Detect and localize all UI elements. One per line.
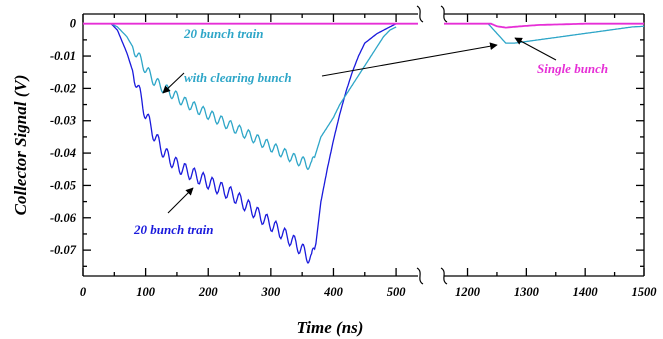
series-line — [444, 23, 645, 44]
x-tick-label: 100 — [136, 285, 156, 299]
x-tick-label: 0 — [80, 285, 87, 299]
x-tick-label: 300 — [260, 285, 281, 299]
axis-break-bottom-right — [440, 267, 448, 285]
annotation-clearing-bunch-line2: with clearing bunch — [184, 70, 292, 85]
x-axis-title: Time (ns) — [297, 318, 364, 337]
arrow-clearing-to-right-segment — [321, 42, 498, 77]
x-tick-label: 1300 — [514, 285, 540, 299]
series-line — [83, 23, 397, 264]
y-tick-label: -0.06 — [50, 211, 77, 225]
y-tick-label: 0 — [70, 17, 77, 31]
annotation-clearing-bunch-line1: 20 bunch train — [183, 26, 263, 41]
plot-frame — [82, 5, 645, 285]
x-tick-label: 500 — [387, 285, 407, 299]
axis-break-top-left — [416, 5, 424, 23]
annotation-arrows — [162, 37, 557, 214]
axis-break-bottom-left — [416, 267, 424, 285]
x-tick-label: 200 — [198, 285, 219, 299]
annotation-single-bunch: Single bunch — [537, 61, 608, 76]
y-tick-label: -0.03 — [50, 114, 76, 128]
axis-break-top-right — [440, 5, 448, 23]
arrow-single-bunch — [514, 37, 557, 61]
x-tick-label: 400 — [323, 285, 344, 299]
y-axis-title: Collector Signal (V) — [11, 75, 30, 216]
x-tick-label: 1200 — [455, 285, 481, 299]
y-tick-label: -0.01 — [50, 49, 76, 63]
x-tick-label: 1400 — [573, 285, 599, 299]
y-tick-label: -0.07 — [50, 243, 77, 257]
series-line — [83, 23, 397, 171]
arrow-20-bunch-train — [167, 187, 194, 214]
x-tick-label: 1500 — [632, 285, 658, 299]
annotation-20-bunch-train: 20 bunch train — [133, 222, 213, 237]
y-tick-label: -0.05 — [50, 178, 76, 192]
series-lines — [83, 22, 645, 264]
y-tick-label: -0.02 — [50, 81, 76, 95]
tick-labels: 0 -0.01 -0.02 -0.03 -0.04 -0.05 -0.06 -0.07 0 100… — [50, 17, 657, 299]
y-tick-label: -0.04 — [50, 146, 76, 160]
arrow-clearing-bunch — [162, 72, 185, 94]
series-line — [444, 22, 644, 29]
